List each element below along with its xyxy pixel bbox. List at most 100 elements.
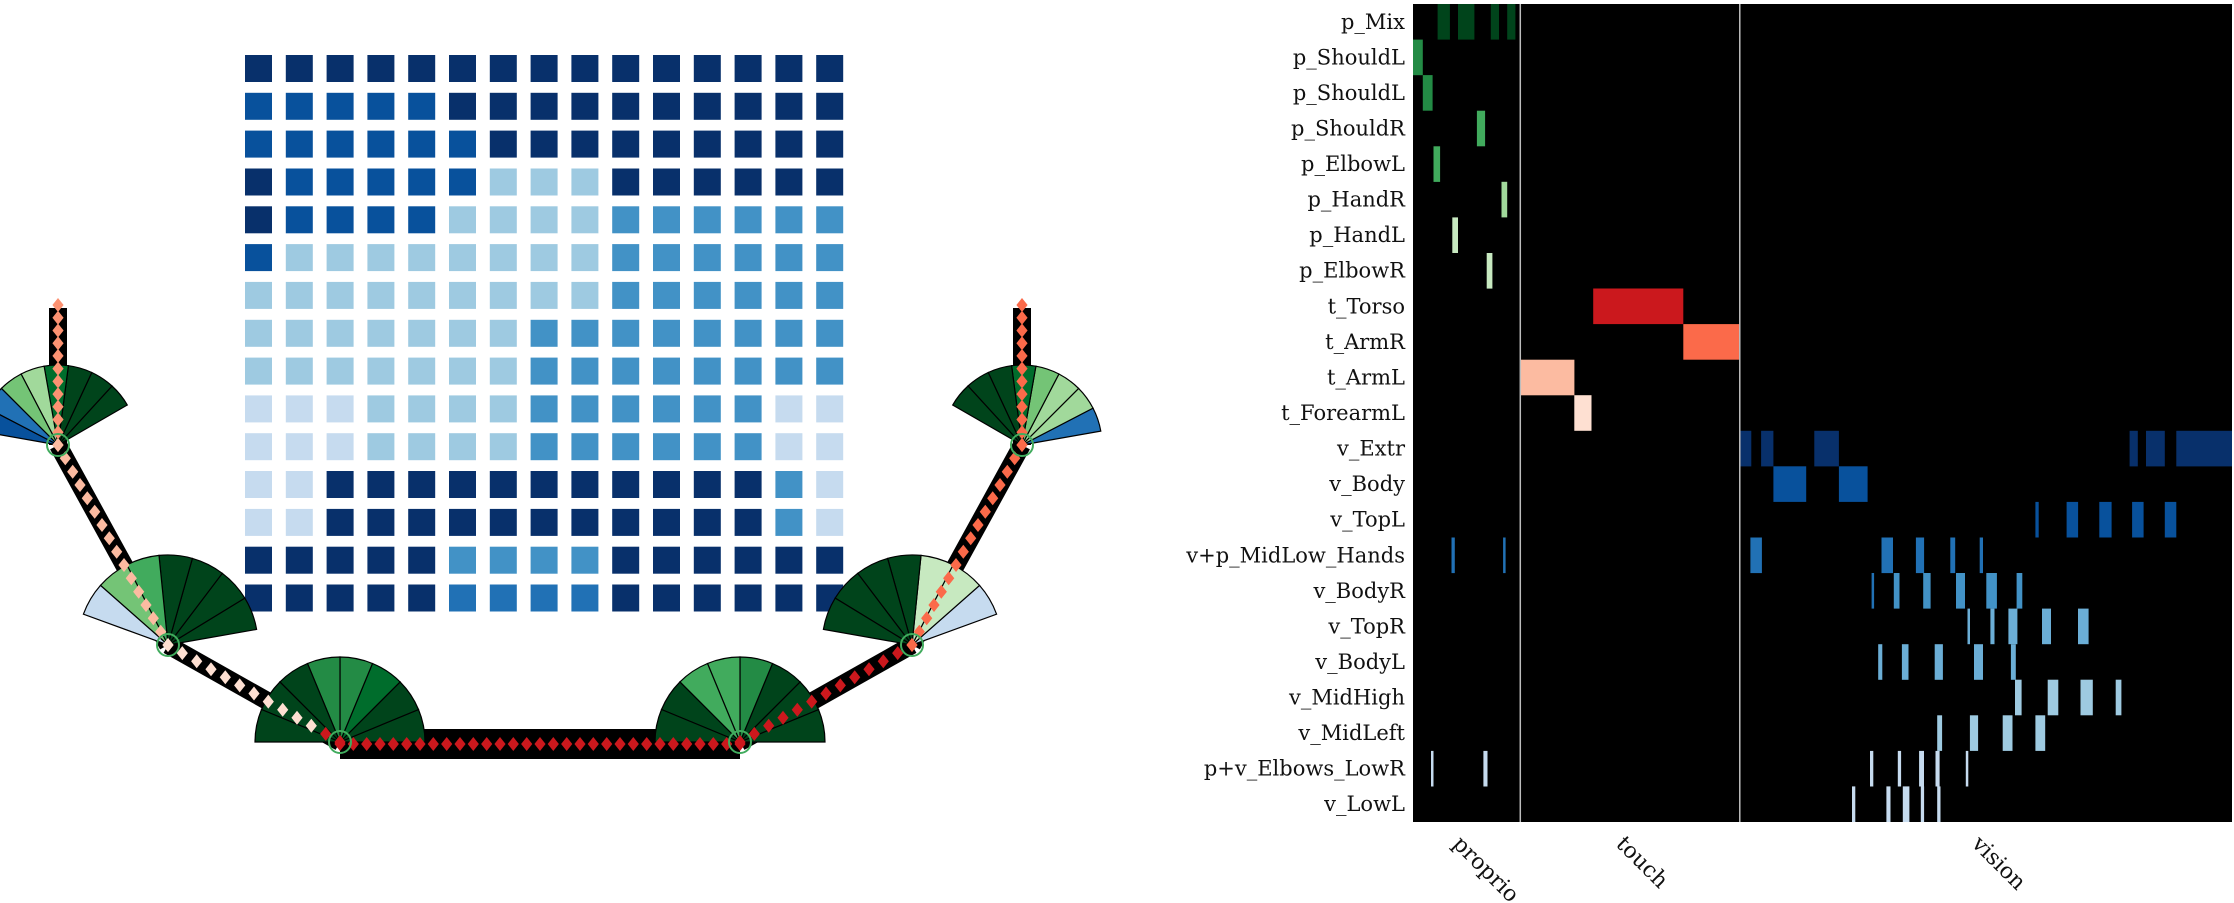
heatmap-cell <box>1969 715 1979 751</box>
skin-marker <box>763 718 775 733</box>
grid-cell <box>693 281 721 309</box>
skin-marker <box>140 598 152 612</box>
grid-cell <box>489 433 517 461</box>
fan-wedge <box>822 597 913 646</box>
skin-marker <box>1001 464 1013 479</box>
grid-cell <box>449 584 476 612</box>
grid-cell <box>653 168 680 196</box>
grid-cell <box>326 319 354 347</box>
skin-marker <box>89 504 101 519</box>
skin-marker <box>59 451 71 466</box>
heatmap-cell <box>1934 644 1943 680</box>
fan-wedge <box>0 387 59 446</box>
grid-cell <box>693 206 721 234</box>
grid-cell <box>816 433 844 461</box>
grid-cell <box>449 168 476 196</box>
grid-cell <box>734 471 762 498</box>
grid-cell <box>734 92 762 120</box>
grid-cell <box>734 319 762 347</box>
skin-marker <box>52 387 64 402</box>
skin-marker <box>1016 387 1028 402</box>
grid-cell <box>367 395 395 423</box>
row-label: v_LowL <box>1323 792 1405 816</box>
grid-cell <box>571 206 599 234</box>
row-label: p_ShouldL <box>1293 81 1405 105</box>
grid-cell <box>775 584 803 612</box>
grid-cell <box>367 357 395 385</box>
skin-marker <box>374 737 386 751</box>
grid-cell <box>571 508 599 536</box>
grid-cell <box>775 319 803 347</box>
heatmap-cell <box>2035 715 2046 751</box>
grid-cell <box>571 244 599 272</box>
grid-cell <box>571 281 599 309</box>
heatmap-cell <box>1490 4 1499 40</box>
skin-marker <box>957 544 969 559</box>
heatmap-cell <box>1950 537 1956 574</box>
row-label: p_Mix <box>1341 10 1405 34</box>
skin-marker <box>994 478 1006 492</box>
grid-cell <box>530 92 558 120</box>
skin-marker <box>320 726 332 741</box>
skin-marker <box>641 737 653 751</box>
heatmap-cell <box>1871 573 1875 609</box>
skin-marker <box>162 638 174 652</box>
heatmap-cell <box>1683 324 1740 360</box>
skin-marker <box>748 726 760 741</box>
heatmap-cell <box>1503 537 1506 574</box>
grid-cell <box>285 281 313 309</box>
grid-cell <box>612 55 640 82</box>
heatmap-cell <box>2047 679 2059 716</box>
grid-cell <box>653 546 680 574</box>
grid-cell <box>693 357 721 385</box>
grid-cell <box>449 92 476 120</box>
grid-cell <box>408 395 436 423</box>
skin-marker <box>972 518 984 532</box>
heatmap-cell <box>1870 750 1874 787</box>
skin-marker <box>627 737 639 751</box>
heatmap-cell <box>2066 501 2079 538</box>
grid-cell <box>285 206 313 234</box>
grid-cell <box>408 471 436 498</box>
skin-marker <box>834 678 846 693</box>
grid-cell <box>326 508 354 536</box>
heatmap-cell <box>1919 750 1924 787</box>
row-label: p_HandR <box>1307 188 1406 212</box>
skin-marker <box>1016 399 1028 414</box>
grid-cell <box>245 546 272 574</box>
grid-cell <box>245 319 272 347</box>
skin-marker <box>427 737 439 751</box>
grid-cell <box>816 319 844 347</box>
skin-marker <box>791 702 803 717</box>
grid-cell <box>775 244 803 272</box>
joint-rings <box>46 433 1034 754</box>
skin-marker <box>52 438 64 452</box>
grid-cell <box>449 206 476 234</box>
grid-cell <box>489 130 517 158</box>
grid-cell <box>530 357 558 385</box>
heatmap-cell <box>1773 466 1807 502</box>
heatmap-cell <box>1452 217 1458 253</box>
grid-cell <box>326 433 354 461</box>
heatmap-cell <box>1451 537 1455 574</box>
grid-cell <box>693 508 721 536</box>
heatmap-cell <box>1937 786 1941 822</box>
skin-marker <box>481 737 493 751</box>
grid-cell <box>816 471 844 498</box>
grid-cell <box>571 319 599 347</box>
grid-cell <box>449 244 476 272</box>
grid-cell <box>245 471 272 498</box>
grid-cell <box>653 584 680 612</box>
row-label: v_TopL <box>1329 508 1405 532</box>
grid-cell <box>489 319 517 347</box>
skin-marker <box>574 737 586 751</box>
grid-cell <box>367 471 395 498</box>
grid-cell <box>653 319 680 347</box>
heatmap-cell <box>1967 608 1970 645</box>
heatmap-cell <box>1413 39 1423 76</box>
grid-cell <box>530 433 558 461</box>
grid-cell <box>693 395 721 423</box>
row-label: v_Extr <box>1336 437 1406 461</box>
skin-marker <box>987 491 999 506</box>
grid-cell <box>489 92 517 120</box>
